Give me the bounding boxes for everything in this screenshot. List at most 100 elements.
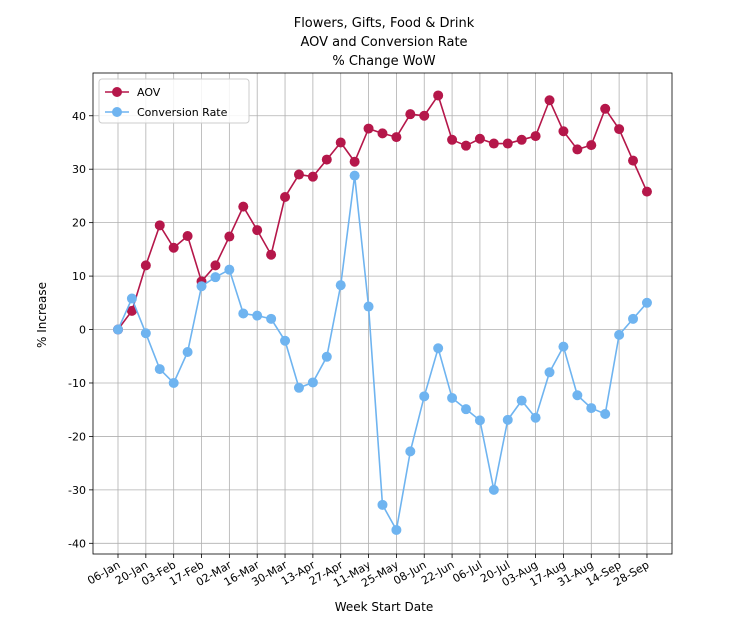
series-line [117,175,648,533]
chart-title-line-2: AOV and Conversion Rate [300,35,467,50]
y-tick-label: -40 [68,537,86,550]
data-point [293,169,304,180]
data-point [140,328,151,339]
data-point [628,313,639,324]
data-point [335,137,346,148]
data-point [280,335,291,346]
data-point [266,249,277,260]
data-point [447,392,458,403]
data-point [516,134,527,145]
legend-swatch-marker [112,107,122,117]
data-point [210,272,221,283]
data-point [238,201,249,212]
data-point [154,364,165,375]
data-point [530,131,541,142]
y-tick-label: -30 [68,484,86,497]
data-point [474,133,485,144]
data-point [168,377,179,388]
data-point [488,138,499,149]
data-point [154,220,165,231]
series-conversion-rate [113,170,652,535]
legend: AOV Conversion Rate [98,78,250,124]
data-point [461,140,471,151]
data-point [126,293,137,304]
data-point [600,103,611,114]
legend-label: Conversion Rate [137,106,228,119]
data-point [641,297,652,308]
data-point [210,260,221,271]
legend-label: AOV [137,86,161,99]
data-point [544,95,555,106]
data-point [516,395,527,406]
data-point [586,140,597,151]
y-tick-label: -20 [68,430,86,443]
x-axis-label: Week Start Date [335,600,434,614]
data-point [461,404,471,415]
data-point [544,367,555,378]
series [113,90,652,535]
data-point [182,231,193,242]
data-point [488,484,499,495]
data-point [405,446,416,457]
data-point [586,403,597,414]
data-point [224,264,235,275]
data-point [572,144,583,155]
data-point [614,329,625,340]
chart-title: Flowers, Gifts, Food & Drink AOV and Con… [294,16,475,69]
data-point [196,281,207,292]
data-point [391,524,402,535]
data-point [363,301,374,312]
data-point [614,124,625,135]
data-point [600,408,611,419]
y-tick-label: 10 [72,270,86,283]
y-tick-label: 20 [72,217,86,230]
data-point [641,186,652,197]
data-point [474,415,485,426]
y-tick-label: 0 [79,324,86,337]
grid [93,73,672,554]
data-point [126,305,137,316]
data-point [558,126,569,137]
data-point [182,346,193,357]
x-tick-label: 06-Jul [450,558,484,585]
data-point [224,231,235,242]
data-point [335,280,346,291]
data-point [502,138,513,149]
data-point [558,341,569,352]
y-tick-label: 30 [72,163,86,176]
y-tick-label: -10 [68,377,86,390]
data-point [447,134,458,145]
legend-swatch-marker [112,87,122,97]
data-point [280,191,291,202]
data-point [572,390,583,401]
data-point [377,128,388,139]
data-point [419,110,430,121]
data-point [168,242,179,253]
data-point [419,391,430,402]
data-point [321,351,332,362]
chart-title-line-1: Flowers, Gifts, Food & Drink [294,16,475,31]
data-point [349,170,360,181]
data-point [433,90,444,101]
data-point [238,308,249,319]
series-aov [113,90,652,335]
y-tick-label: 40 [72,110,86,123]
data-point [140,260,151,271]
data-point [349,156,360,167]
chart-title-line-3: % Change WoW [332,54,435,69]
y-axis-label: % Increase [35,282,49,348]
plot-frame [92,72,673,555]
data-point [433,343,444,354]
data-point [307,171,318,182]
data-point [113,324,123,335]
legend-box [98,78,250,124]
data-point [502,414,513,425]
data-point [293,382,304,393]
data-point [252,225,263,236]
data-point [377,499,388,510]
data-point [405,109,416,120]
data-point [266,313,277,324]
data-point [252,310,263,321]
data-point [307,377,318,388]
